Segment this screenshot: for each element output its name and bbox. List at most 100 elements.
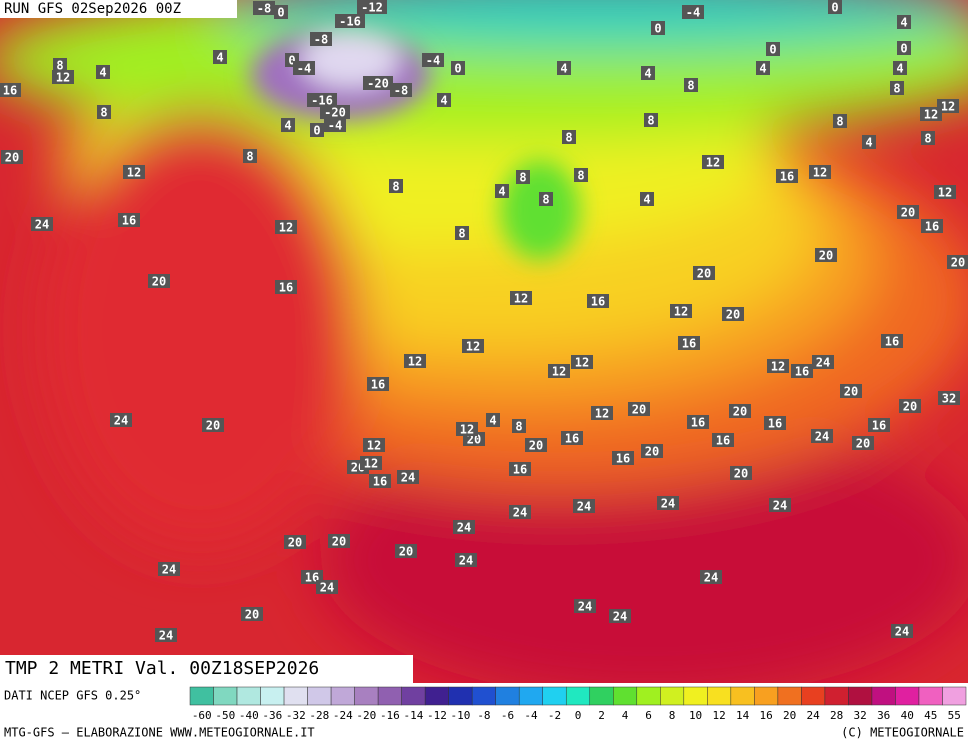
scale-label: 55 [948, 709, 961, 722]
contour-label: 16 [279, 281, 293, 295]
label-box [641, 444, 663, 458]
label-box [324, 118, 346, 132]
contour-label: 24 [613, 610, 627, 624]
contour-label: 16 [925, 220, 939, 234]
contour-label: 24 [457, 521, 471, 535]
contour-label: -8 [394, 84, 408, 98]
label-box [307, 93, 337, 107]
contour-labels: -8 0 -12-16-80-4-4-20 -80-16-20-40444812168… [0, 0, 968, 643]
contour-label: 20 [529, 439, 543, 453]
scale-label: 6 [645, 709, 652, 722]
label-box [891, 624, 913, 638]
scale-label: -16 [380, 709, 400, 722]
contour-label: 16 [682, 337, 696, 351]
label-box [862, 135, 876, 149]
contour-label: 8 [246, 150, 253, 164]
swatch [401, 686, 426, 706]
color-scale: -60 -50 -40 -36 -32 -28 -24 -20 -16 -14 -12 -10 -8 -6… [189, 686, 967, 722]
label-box [767, 359, 789, 373]
label-box [437, 93, 451, 107]
contour-label: 16 [565, 432, 579, 446]
scale-label: 8 [669, 709, 676, 722]
swatch [283, 686, 308, 706]
contour-label: 0 [654, 22, 661, 36]
label-box [369, 474, 391, 488]
label-box [815, 248, 837, 262]
contour-label: 8 [392, 180, 399, 194]
label-box [899, 399, 921, 413]
contour-label: 16 [768, 417, 782, 431]
label-box [455, 226, 469, 240]
label-box [921, 131, 935, 145]
label-box [722, 307, 744, 321]
scale-label: 2 [598, 709, 605, 722]
label-box [1, 150, 23, 164]
label-box [693, 266, 715, 280]
swatch [189, 686, 214, 706]
scale-label: 4 [622, 709, 629, 722]
label-box [509, 462, 531, 476]
label-box [769, 498, 791, 512]
contour-label: 4 [216, 51, 223, 65]
label-box [202, 418, 224, 432]
contour-label: 20 [733, 405, 747, 419]
label-box [118, 213, 140, 227]
contour-label: 20 [399, 545, 413, 559]
label-box [357, 0, 387, 14]
label-box [764, 416, 786, 430]
contour-label: 4 [489, 414, 496, 428]
scale-label: -2 [548, 709, 561, 722]
contour-label: 12 [552, 365, 566, 379]
label-box [561, 431, 583, 445]
label-box [700, 570, 722, 584]
contour-label: 24 [114, 414, 128, 428]
scale-label: 40 [901, 709, 914, 722]
contour-label: 20 [903, 400, 917, 414]
scale-label: 24 [807, 709, 821, 722]
swatch [424, 686, 449, 706]
swatch [260, 686, 285, 706]
label-box [53, 58, 67, 72]
contour-label: 20 [856, 437, 870, 451]
label-box [360, 456, 382, 470]
swatch [848, 686, 873, 706]
contour-label: 16 [716, 434, 730, 448]
contour-label: 12 [575, 356, 589, 370]
label-box [833, 114, 847, 128]
contour-label: -4 [426, 54, 440, 68]
contour-label: 20 [844, 385, 858, 399]
label-box [525, 438, 547, 452]
label-box [516, 170, 530, 184]
swatch [377, 686, 402, 706]
contour-label: 0 [277, 6, 284, 20]
label-box [253, 1, 275, 15]
contour-label: 12 [813, 166, 827, 180]
label-box [897, 41, 911, 55]
source: DATI NCEP GFS 0.25° [4, 689, 141, 703]
label-box [881, 334, 903, 348]
swatch [871, 686, 896, 706]
contour-label: 4 [498, 185, 505, 199]
label-box [921, 219, 943, 233]
contour-label: 16 [616, 452, 630, 466]
contour-label: 24 [35, 218, 49, 232]
contour-label: 24 [159, 629, 173, 643]
label-box [574, 168, 588, 182]
label-box [0, 83, 21, 97]
scale-label: -14 [403, 709, 423, 722]
label-box [938, 391, 960, 405]
swatch [330, 686, 355, 706]
contour-label: -8 [314, 33, 328, 47]
contour-label: -20 [367, 77, 389, 91]
swatch [495, 686, 520, 706]
label-box [495, 184, 509, 198]
contour-label: -12 [361, 1, 383, 15]
map-title: TMP 2 METRI Val. 00Z18SEP2026 [5, 658, 319, 679]
scale-label: 36 [877, 709, 890, 722]
run-title: RUN GFS 02Sep2026 00Z [4, 1, 181, 17]
swatch [942, 686, 967, 706]
label-box [651, 21, 665, 35]
contour-label: 8 [836, 115, 843, 129]
swatch [895, 686, 920, 706]
label-box [148, 274, 170, 288]
